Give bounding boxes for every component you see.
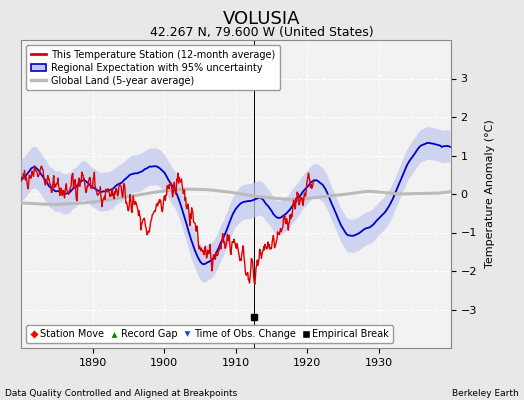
Legend: Station Move, Record Gap, Time of Obs. Change, Empirical Break: Station Move, Record Gap, Time of Obs. C…	[26, 325, 393, 343]
Text: Data Quality Controlled and Aligned at Breakpoints: Data Quality Controlled and Aligned at B…	[5, 389, 237, 398]
Text: Berkeley Earth: Berkeley Earth	[452, 389, 519, 398]
Text: 42.267 N, 79.600 W (United States): 42.267 N, 79.600 W (United States)	[150, 26, 374, 39]
Y-axis label: Temperature Anomaly (°C): Temperature Anomaly (°C)	[485, 120, 495, 268]
Text: VOLUSIA: VOLUSIA	[223, 10, 301, 28]
